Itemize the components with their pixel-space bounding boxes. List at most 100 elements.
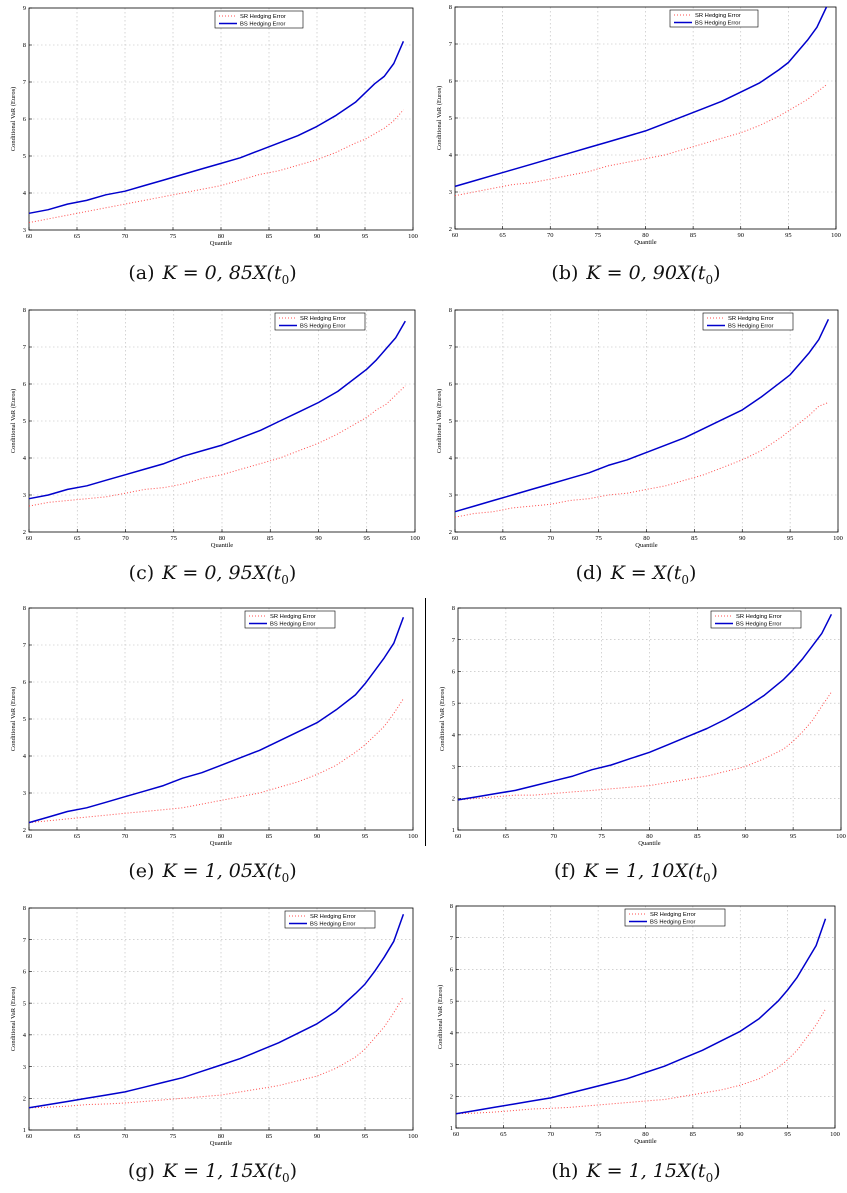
x-tick-label: 60 <box>455 833 462 840</box>
legend: SR Hedging Error BS Hedging Error <box>244 610 336 629</box>
caption-close-b: ) <box>713 262 721 284</box>
caption-b: (b) K = 0, 90X(t0) <box>425 262 847 287</box>
caption-close-f: ) <box>710 860 719 882</box>
x-tick-label: 90 <box>314 233 321 240</box>
y-tick-label: 6 <box>23 679 27 686</box>
x-tick-label: 65 <box>74 233 81 240</box>
chart-panel-a: 60 65 70 75 80 85 90 95 100 3 4 5 6 7 8 9 Quantile Condit… <box>0 0 425 300</box>
x-tick-label: 90 <box>739 535 746 542</box>
axes-frame <box>454 309 839 533</box>
y-tick-label: 5 <box>23 716 26 723</box>
y-tick-label: 1 <box>450 1125 453 1132</box>
y-tick-label: 3 <box>23 790 26 797</box>
y-axis-label: Conditional VaR (Euros) <box>436 389 443 454</box>
legend: SR Hedging Error BS Hedging Error <box>284 910 376 929</box>
x-tick-label: 95 <box>784 1131 791 1138</box>
x-tick-label: 75 <box>595 1131 602 1138</box>
caption-letter-a: (a) <box>128 262 155 284</box>
legend-label-bs: BS Hedging Error <box>300 324 345 330</box>
y-axis-label: Conditional VaR (Euros) <box>439 687 446 752</box>
y-tick-label: 6 <box>449 78 453 85</box>
caption-close-d: ) <box>689 562 697 584</box>
caption-close-a: ) <box>289 262 297 284</box>
chart-panel-d: 60 65 70 75 80 85 90 95 100 2 3 4 5 6 7 8 Quantile Condit… <box>425 300 847 600</box>
caption-e: (e) K = 1, 05X(t0) <box>0 860 425 885</box>
x-tick-label: 70 <box>547 232 554 239</box>
sr-hedging-error-line <box>454 84 827 197</box>
caption-h: (h) K = 1, 15X(t0) <box>425 1160 847 1185</box>
x-tick-label: 60 <box>26 233 33 240</box>
caption-sub-h: 0 <box>705 1170 714 1185</box>
x-tick-label: 100 <box>408 1133 418 1140</box>
chart-h: 60 65 70 75 80 85 90 95 100 1 2 3 4 5 6 7 8 Quantile Condi… <box>437 903 840 1145</box>
y-tick-label: 5 <box>23 1000 26 1007</box>
y-tick-label: 5 <box>449 418 452 425</box>
caption-a: (a) K = 0, 85X(t0) <box>0 262 425 287</box>
y-tick-label: 7 <box>450 935 454 942</box>
x-axis-label: Quantile <box>634 1138 656 1145</box>
x-tick-label: 95 <box>364 535 371 542</box>
chart-panel-f: 60 65 70 75 80 85 90 95 100 1 2 3 4 5 6 7 8 Quantile Condi… <box>425 598 847 898</box>
x-tick-label: 65 <box>74 535 81 542</box>
y-tick-label: 8 <box>449 4 452 11</box>
caption-suffix-d: X(t <box>652 562 682 584</box>
caption-prefix-d: K = <box>610 562 653 584</box>
x-axis-label: Quantile <box>211 542 233 549</box>
legend-label-sr: SR Hedging Error <box>650 912 696 918</box>
caption-suffix-g: X(t <box>253 1160 283 1182</box>
x-tick-label: 90 <box>315 535 322 542</box>
caption-letter-g: (g) <box>127 1160 155 1182</box>
x-tick-label: 80 <box>646 833 653 840</box>
legend-label-sr: SR Hedging Error <box>240 14 286 20</box>
bs-hedging-error-line <box>28 617 405 824</box>
y-tick-label: 9 <box>23 5 26 12</box>
legend-label-bs: BS Hedging Error <box>310 922 355 928</box>
x-tick-label: 85 <box>690 1131 697 1138</box>
x-tick-label: 100 <box>833 535 843 542</box>
caption-letter-b: (b) <box>551 262 579 284</box>
legend-label-sr: SR Hedging Error <box>310 914 356 920</box>
y-tick-label: 6 <box>23 116 27 123</box>
chart-panel-g: 60 65 70 75 80 85 90 95 100 1 2 3 4 5 6 7 8 Quantile Condi… <box>0 898 425 1193</box>
chart-c: 60 65 70 75 80 85 90 95 100 2 3 4 5 6 7 8 Quantile Condit… <box>10 307 420 549</box>
x-tick-label: 75 <box>170 233 177 240</box>
legend-label-bs: BS Hedging Error <box>736 622 781 628</box>
caption-prefix-h: K = 1, 15 <box>586 1160 677 1182</box>
x-tick-label: 100 <box>836 833 846 840</box>
bs-hedging-error-line <box>457 613 833 801</box>
x-tick-label: 75 <box>170 1133 177 1140</box>
bs-hedging-error-line <box>455 918 827 1115</box>
x-tick-label: 95 <box>362 1133 369 1140</box>
caption-letter-h: (h) <box>551 1160 579 1182</box>
x-tick-label: 100 <box>410 535 420 542</box>
y-tick-label: 2 <box>449 529 452 536</box>
x-tick-label: 70 <box>122 833 129 840</box>
y-tick-label: 3 <box>23 1064 26 1071</box>
y-tick-label: 4 <box>23 455 27 462</box>
x-tick-label: 70 <box>548 1131 555 1138</box>
y-tick-label: 3 <box>450 1062 453 1069</box>
x-tick-label: 100 <box>831 232 841 239</box>
chart-panel-c: 60 65 70 75 80 85 90 95 100 2 3 4 5 6 7 8 Quantile Condit… <box>0 300 425 600</box>
x-tick-label: 60 <box>26 1133 33 1140</box>
y-tick-label: 8 <box>23 42 26 49</box>
bs-hedging-error-line <box>28 914 405 1109</box>
legend: SR Hedging Error BS Hedging Error <box>624 908 726 927</box>
y-tick-label: 7 <box>23 642 27 649</box>
y-tick-label: 8 <box>452 605 455 612</box>
y-tick-label: 8 <box>449 307 452 314</box>
y-tick-label: 6 <box>450 967 454 974</box>
x-tick-label: 65 <box>503 833 510 840</box>
y-tick-label: 5 <box>450 998 453 1005</box>
x-tick-label: 60 <box>452 535 459 542</box>
legend-label-sr: SR Hedging Error <box>695 13 741 19</box>
y-tick-label: 8 <box>23 905 26 912</box>
y-tick-label: 3 <box>23 492 26 499</box>
caption-g: (g) K = 1, 15X(t0) <box>0 1160 425 1185</box>
x-tick-label: 90 <box>737 1131 744 1138</box>
chart-a: 60 65 70 75 80 85 90 95 100 3 4 5 6 7 8 9 Quantile Condit… <box>10 5 418 247</box>
legend: SR Hedging Error BS Hedging Error <box>274 312 366 331</box>
legend-label-sr: SR Hedging Error <box>300 316 346 322</box>
x-tick-label: 85 <box>266 1133 273 1140</box>
caption-close-c: ) <box>288 562 297 584</box>
